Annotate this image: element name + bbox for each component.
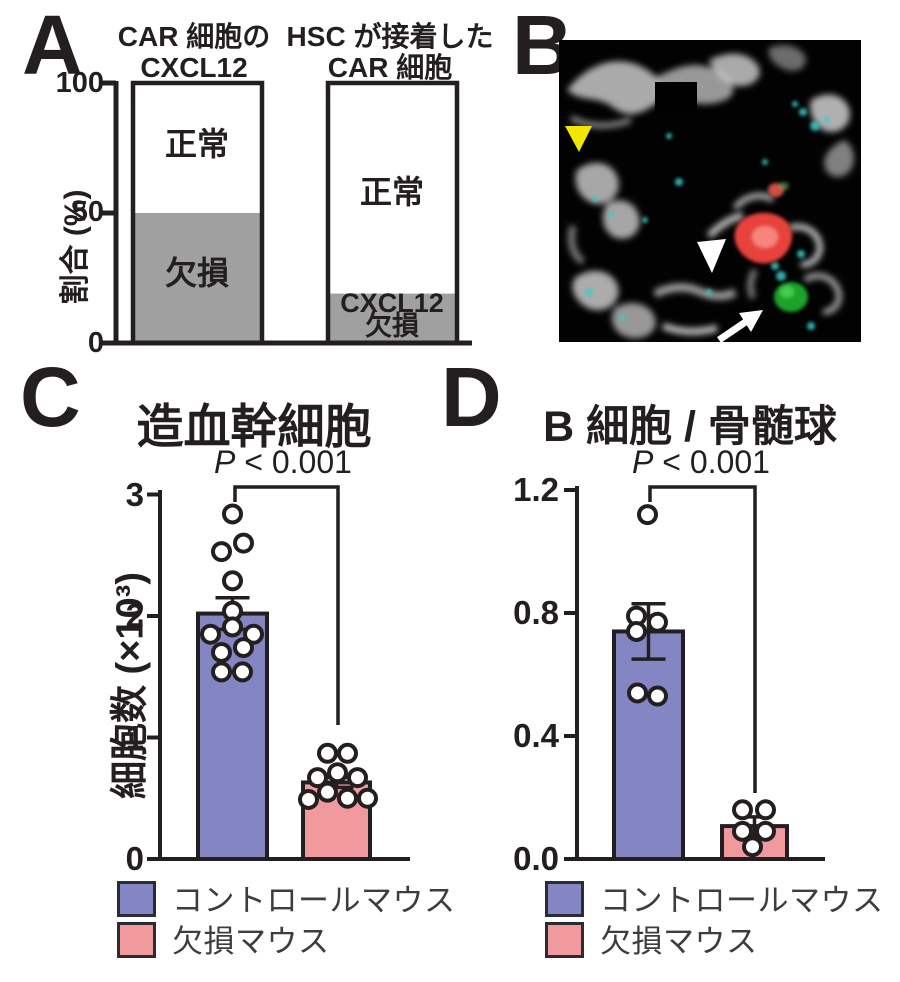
- white-arrow-icon: [717, 310, 763, 342]
- panel-a-letter: A: [22, 0, 83, 92]
- panel-c-data-point-deficient: [357, 787, 378, 809]
- panel-c-tick-1: 1: [125, 719, 144, 756]
- legend-c-deficient-swatch: [117, 922, 156, 958]
- fluorescent-cells: [734, 182, 808, 312]
- panel-d-data-point-deficient: [732, 820, 753, 842]
- legend-d-control-label: コントロールマウス: [600, 883, 884, 918]
- panel-a-bar1-title-line2: CXCL12: [140, 52, 248, 83]
- panel-d-data-point-deficient: [732, 799, 753, 821]
- panel-c-bar-control: [196, 611, 269, 861]
- panel-c-data-point-control: [200, 623, 221, 645]
- panel-d-tick-1_2: 1.2: [513, 471, 559, 508]
- panel-c-data-point-deficient: [307, 767, 328, 789]
- legend-d-deficient-label: 欠損マウス: [600, 924, 758, 959]
- stromal-cell-network: [567, 45, 854, 339]
- panel-d-data-point-control: [637, 504, 658, 526]
- panel-c-p-value: P < 0.001: [214, 444, 352, 480]
- panel-c-data-point-control: [211, 661, 232, 683]
- green-hsc-cell: [774, 282, 808, 312]
- panel-d-tick-0_4: 0.4: [513, 717, 559, 754]
- panel-d-data-point-control: [626, 620, 647, 642]
- panel-a-tick-100: 100: [55, 67, 104, 99]
- p-symbol: P: [632, 444, 654, 480]
- panel-a-tick-0: 0: [87, 327, 104, 359]
- bar2-deficient-label-line1: CXCL12: [340, 288, 444, 318]
- stacked-bar-2-deficient-segment: [328, 293, 457, 343]
- panel-c-data-point-deficient: [337, 742, 358, 764]
- panel-d-tick-0_0: 0.0: [513, 840, 559, 877]
- panel-c-data-point-deficient: [317, 781, 338, 803]
- white-arrowhead-icon: [697, 239, 726, 273]
- bar1-deficient-label: 欠損: [164, 255, 229, 291]
- legend-d-deficient-swatch: [545, 922, 584, 958]
- panel-c-data-point-control: [222, 616, 243, 638]
- panel-a-bar1-title-line1: CAR 細胞の: [117, 21, 271, 52]
- panel-d-data-point-deficient: [755, 799, 776, 821]
- panel-d-letter: D: [441, 350, 502, 444]
- panel-c-data-point-deficient: [347, 767, 368, 789]
- panel-d-tick-0_8: 0.8: [513, 594, 559, 631]
- panel-c-data-point-deficient: [317, 742, 338, 764]
- panel-c-data-point-control: [233, 637, 254, 659]
- panel-d-data-point-control: [647, 685, 668, 707]
- panel-c-tick-3: 3: [125, 476, 144, 513]
- cyan-cells: [585, 101, 830, 330]
- p-symbol: P: [214, 444, 236, 480]
- panel-a-y-axis-label: 割合 (%): [59, 189, 92, 305]
- panel-c-y-axis-label: 細胞数 (×10³): [109, 572, 152, 799]
- panel-d-data-point-deficient: [755, 820, 776, 842]
- panel-d-bar-control: [612, 629, 685, 862]
- panel-a-tick-50: 50: [71, 196, 104, 228]
- panel-c-data-point-control: [211, 541, 232, 563]
- panel-c-data-point-deficient: [327, 762, 348, 784]
- panel-d-data-point-deficient: [742, 836, 763, 858]
- legend-c-deficient-label: 欠損マウス: [172, 924, 330, 959]
- yellow-arrowhead-icon: [565, 126, 592, 152]
- bar1-normal-label: 正常: [164, 126, 229, 162]
- bar2-normal-label: 正常: [359, 174, 424, 210]
- panel-d-data-point-control: [627, 682, 648, 704]
- panel-c-data-point-control: [232, 661, 253, 683]
- panel-c-data-point-control: [233, 532, 254, 554]
- legend-c-control-label: コントロールマウス: [172, 883, 456, 918]
- panel-c-data-point-control: [222, 570, 243, 592]
- legend-c-control-swatch: [117, 881, 156, 917]
- panel-c-letter: C: [20, 350, 81, 444]
- panel-d-data-point-control: [647, 611, 668, 633]
- panel-d-title: B 細胞 / 骨髄球: [543, 403, 837, 451]
- panel-d-significance-bracket: [648, 485, 757, 793]
- panel-c-data-point-deficient: [298, 788, 319, 810]
- stacked-bar-1-deficient-segment: [133, 213, 262, 343]
- panel-c-data-point-control: [243, 623, 264, 645]
- panel-c-tick-2: 2: [125, 597, 144, 634]
- panel-c-data-point-control: [211, 641, 232, 663]
- legend-d-control-swatch: [545, 881, 584, 917]
- panel-a-bar2-title-line2: CAR 細胞: [327, 52, 453, 83]
- panel-c-title: 造血幹細胞: [136, 400, 372, 453]
- micrograph-image: [559, 40, 861, 342]
- panel-a-bar2-title-line1: HSC が接着した: [286, 21, 494, 52]
- panel-c-tick-0: 0: [125, 840, 144, 877]
- sinusoid-lumen: [655, 82, 697, 112]
- panel-d-p-value: P < 0.001: [632, 444, 770, 480]
- panel-c-significance-bracket: [233, 485, 340, 725]
- panel-c-data-point-deficient: [337, 787, 358, 809]
- bar2-deficient-label-line2: 欠損: [365, 311, 419, 341]
- panel-c-data-point-control: [222, 503, 243, 525]
